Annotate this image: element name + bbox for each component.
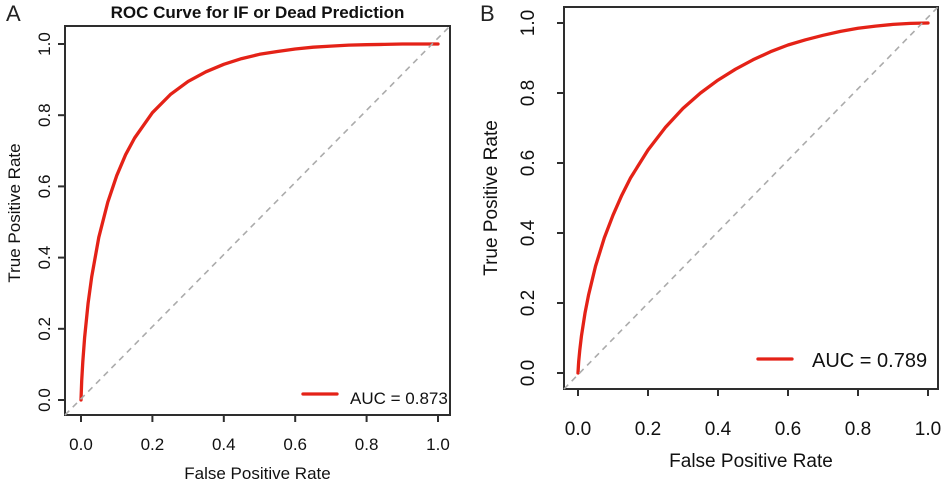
y-tick-label: 0.8: [518, 80, 539, 106]
x-tick-label: 0.4: [212, 435, 236, 454]
y-tick-label: 0.2: [518, 290, 539, 316]
roc-curve: [576, 21, 930, 375]
x-tick-label: 0.6: [775, 419, 801, 440]
x-tick-label: 0.2: [635, 419, 661, 440]
plot-box: [563, 6, 939, 390]
panel-a-yaxis-label: True Positive Rate: [5, 143, 24, 283]
x-tick-label: 0.6: [283, 435, 307, 454]
y-tick-label: 0.8: [35, 103, 54, 127]
panel-b-letter: B: [480, 1, 495, 26]
y-tick-label: 0.0: [35, 388, 54, 412]
legend-label: AUC = 0.873: [350, 389, 448, 408]
y-tick-label: 0.6: [35, 175, 54, 199]
x-tick-label: 0.8: [845, 419, 871, 440]
x-tick-label: 0.0: [565, 419, 591, 440]
y-tick-label: 0.4: [518, 219, 539, 246]
x-tick-label: 0.2: [141, 435, 165, 454]
y-tick-label: 1.0: [518, 10, 539, 36]
x-tick-label: 1.0: [915, 419, 941, 440]
chance-diagonal-line: [64, 25, 451, 416]
x-tick-label: 0.0: [69, 435, 93, 454]
y-tick-label: 0.6: [518, 150, 539, 176]
y-tick-label: 1.0: [35, 32, 54, 56]
chance-diagonal-line: [563, 6, 939, 390]
roc-curve: [79, 42, 440, 402]
panel-a-title: ROC Curve for IF or Dead Prediction: [110, 3, 405, 22]
x-tick-label: 0.8: [355, 435, 379, 454]
panel-a-letter: A: [6, 1, 21, 26]
y-tick-label: 0.0: [518, 360, 539, 386]
panel-a-xaxis-label: False Positive Rate: [184, 464, 331, 483]
x-tick-label: 0.4: [705, 419, 732, 440]
panel-b-xaxis-label: False Positive Rate: [669, 451, 833, 472]
y-tick-label: 0.2: [35, 317, 54, 341]
panel-b-yaxis-label: True Positive Rate: [481, 120, 502, 276]
plot-box: [64, 25, 451, 416]
legend-label: AUC = 0.789: [812, 350, 927, 372]
y-tick-label: 0.4: [35, 246, 54, 270]
x-tick-label: 1.0: [426, 435, 450, 454]
